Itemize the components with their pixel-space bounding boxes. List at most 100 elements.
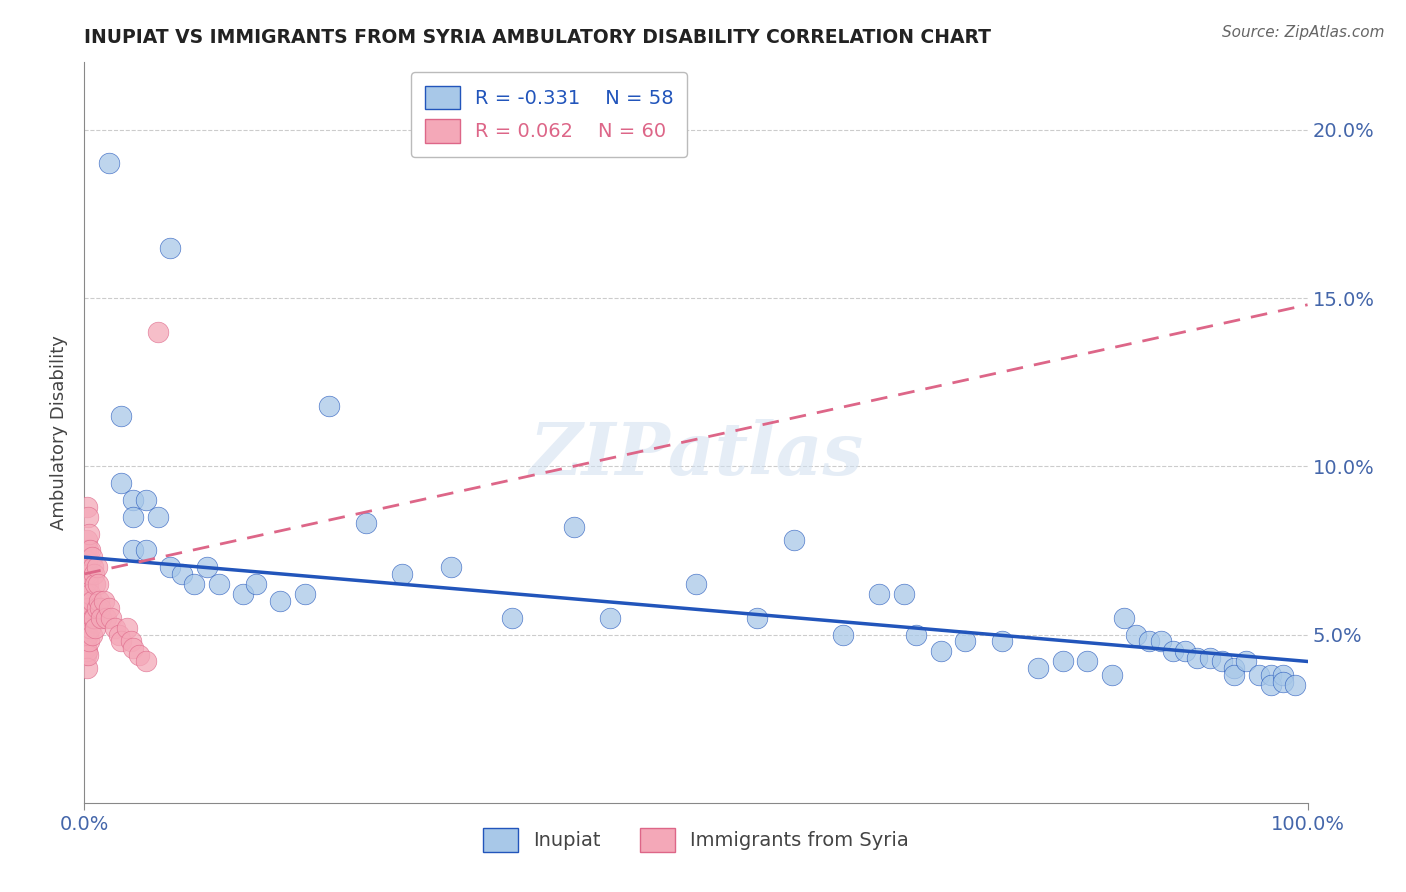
Point xyxy=(97,156,120,170)
Point xyxy=(77,627,100,641)
Point xyxy=(1272,668,1295,682)
Point xyxy=(135,492,157,507)
Point xyxy=(1284,678,1306,692)
Point xyxy=(96,610,118,624)
Point xyxy=(83,566,105,581)
Point xyxy=(1052,655,1074,669)
Point xyxy=(1114,610,1136,624)
Point xyxy=(869,587,891,601)
Point xyxy=(318,399,340,413)
Point xyxy=(1260,668,1282,682)
Point xyxy=(122,492,145,507)
Point xyxy=(905,627,928,641)
Point xyxy=(100,610,122,624)
Text: ZIPatlas: ZIPatlas xyxy=(529,419,863,491)
Point xyxy=(76,553,98,567)
Point xyxy=(1272,674,1295,689)
Point xyxy=(97,600,120,615)
Point xyxy=(87,594,110,608)
Point xyxy=(929,644,952,658)
Y-axis label: Ambulatory Disability: Ambulatory Disability xyxy=(49,335,67,530)
Point xyxy=(208,577,231,591)
Point xyxy=(1223,661,1246,675)
Point xyxy=(122,640,145,655)
Point xyxy=(135,655,157,669)
Point xyxy=(354,516,377,531)
Point xyxy=(1028,661,1050,675)
Point xyxy=(1198,651,1220,665)
Point xyxy=(115,621,138,635)
Point xyxy=(79,543,101,558)
Point xyxy=(82,610,104,624)
Point xyxy=(893,587,915,601)
Point xyxy=(77,509,100,524)
Point xyxy=(80,627,103,641)
Point xyxy=(502,610,524,624)
Point xyxy=(80,594,103,608)
Point xyxy=(783,533,806,548)
Point xyxy=(76,661,98,675)
Point xyxy=(1223,668,1246,682)
Point xyxy=(747,610,769,624)
Point xyxy=(80,550,103,565)
Point xyxy=(110,634,132,648)
Point xyxy=(79,621,101,635)
Point xyxy=(562,520,585,534)
Point xyxy=(86,600,108,615)
Point xyxy=(1187,651,1209,665)
Point xyxy=(110,476,132,491)
Point xyxy=(122,509,145,524)
Point xyxy=(1211,655,1233,669)
Point xyxy=(172,566,194,581)
Point xyxy=(128,648,150,662)
Point xyxy=(685,577,707,591)
Point xyxy=(76,610,98,624)
Point xyxy=(159,560,181,574)
Point xyxy=(90,610,112,624)
Point xyxy=(75,600,97,615)
Point xyxy=(146,509,169,524)
Point xyxy=(1260,678,1282,692)
Point xyxy=(1161,644,1184,658)
Point xyxy=(77,577,100,591)
Point xyxy=(294,587,316,601)
Point xyxy=(83,610,105,624)
Point xyxy=(122,543,145,558)
Point xyxy=(75,640,97,655)
Point xyxy=(77,566,100,581)
Point xyxy=(77,600,100,615)
Point xyxy=(77,543,100,558)
Point xyxy=(991,634,1014,648)
Point xyxy=(245,577,267,591)
Point xyxy=(120,634,142,648)
Point xyxy=(76,500,98,514)
Point xyxy=(77,600,100,615)
Text: Source: ZipAtlas.com: Source: ZipAtlas.com xyxy=(1222,25,1385,40)
Point xyxy=(391,566,413,581)
Point xyxy=(110,409,132,423)
Point xyxy=(75,648,97,662)
Point xyxy=(76,574,98,588)
Point xyxy=(89,600,111,615)
Point xyxy=(1174,644,1197,658)
Point xyxy=(75,610,97,624)
Point xyxy=(76,533,98,548)
Point xyxy=(77,648,100,662)
Point xyxy=(440,560,463,574)
Point xyxy=(135,543,157,558)
Point xyxy=(146,325,169,339)
Point xyxy=(76,627,98,641)
Point xyxy=(82,560,104,574)
Point xyxy=(195,560,218,574)
Point xyxy=(159,240,181,255)
Point xyxy=(104,621,127,635)
Point xyxy=(79,587,101,601)
Point xyxy=(1150,634,1173,648)
Point xyxy=(86,560,108,574)
Point xyxy=(1236,655,1258,669)
Point xyxy=(1247,668,1270,682)
Point xyxy=(87,577,110,591)
Point xyxy=(1137,634,1160,648)
Point xyxy=(269,594,291,608)
Point xyxy=(84,577,107,591)
